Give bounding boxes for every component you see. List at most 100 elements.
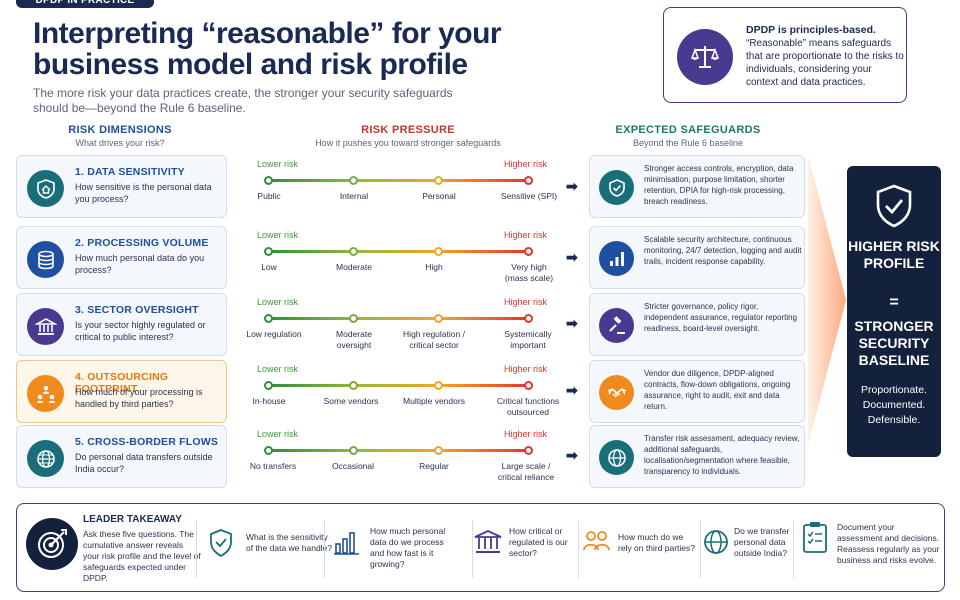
scales-icon (677, 29, 733, 85)
question-text: How critical or regulated is our sector? (509, 526, 568, 558)
arrow-right-icon: ➡ (566, 178, 578, 194)
risk-level-label: Moderate oversight (336, 329, 372, 350)
dimension-title: 5. CROSS-BORDER FLOWS (75, 436, 219, 448)
higher-risk-label: Higher risk (503, 159, 547, 169)
risk-level-label: Sensitive (SPI) (500, 191, 558, 201)
summary-card: HIGHER RISK PROFILE = STRONGER SECURITY … (847, 166, 941, 457)
higher-risk-label: Higher risk (503, 429, 547, 439)
risk-dot (524, 176, 533, 185)
risk-dot (524, 381, 533, 390)
principles-text: DPDP is principles-based. “Reasonable” m… (746, 24, 904, 89)
risk-dot (349, 247, 358, 256)
risk-level-label: No transfers (249, 461, 297, 471)
safeguard-card-data-sensitivity: Stronger access controls, encryption, da… (589, 155, 805, 218)
safeguards-header: EXPECTED SAFEGUARDS (615, 124, 761, 136)
shield-check-icon (599, 170, 634, 205)
dimension-card-cross-border-flows: 5. CROSS-BORDER FLOWS Do personal data t… (16, 425, 227, 488)
risk-dot (349, 446, 358, 455)
divider (196, 520, 197, 578)
principles-body: “Reasonable” means safeguards that are p… (746, 38, 904, 88)
risk-dot (524, 446, 533, 455)
safeguard-text: Transfer risk assessment, adequacy revie… (644, 434, 800, 476)
arrow-right-icon: ➡ (566, 249, 578, 265)
target-icon (26, 518, 78, 570)
risk-dot (349, 381, 358, 390)
clipboard-check-icon (801, 520, 831, 553)
risk-scale-outsourcing-footprint: Lower risk Higher risk In-house Some ven… (246, 362, 562, 425)
leader-takeaway-panel: LEADER TAKEAWAY Ask these five questions… (16, 503, 945, 592)
risk-dot (264, 446, 273, 455)
risk-level-label: Multiple vendors (403, 396, 465, 406)
dimension-title: 2. PROCESSING VOLUME (75, 237, 209, 249)
risk-dot (434, 381, 443, 390)
divider (578, 520, 579, 578)
risk-dot (434, 446, 443, 455)
risk-dot (434, 247, 443, 256)
risk-dot (264, 381, 273, 390)
higher-risk-label: Higher risk (503, 364, 547, 374)
shield-check-icon (875, 184, 913, 233)
dimension-card-outsourcing-footprint: 4. OUTSOURCING FOOTPRINT How much of you… (16, 360, 227, 423)
risk-level-label: Regular (419, 461, 449, 471)
risk-level-label: Low (261, 262, 277, 272)
stronger-baseline-text: STRONGER SECURITY BASELINE (854, 318, 934, 368)
risk-level-label: Personal (422, 191, 456, 201)
dimensions-subheader: What drives your risk? (75, 138, 165, 148)
summary-tagline: Proportionate. Documented. Defensible. (861, 384, 927, 426)
risk-gradient-bar (268, 317, 530, 320)
risk-scale-data-sensitivity: Lower risk Higher risk Public Internal P… (246, 157, 562, 220)
globe-icon (702, 528, 732, 558)
safeguard-card-sector-oversight: Stricter governance, policy rigor, indep… (589, 293, 805, 356)
dimension-title: 1. DATA SENSITIVITY (75, 166, 185, 178)
lower-risk-label: Lower risk (257, 429, 299, 439)
globe-icon (27, 440, 64, 477)
risk-scale-sector-oversight: Lower risk Higher risk Low regulation Mo… (246, 295, 562, 358)
section-tag: DPDP IN PRACTICE (16, 0, 154, 8)
bar-chart-icon (599, 241, 634, 276)
chevron-arrow (808, 155, 846, 445)
divider (793, 520, 794, 578)
pressure-subheader: How it pushes you toward stronger safegu… (315, 138, 501, 148)
risk-level-label: Occasional (331, 461, 375, 471)
risk-level-label: Critical functions outsourced (496, 396, 560, 417)
page-title: Interpreting “reasonable” for your busin… (33, 17, 502, 81)
higher-risk-profile-text: HIGHER RISK PROFILE (848, 238, 940, 271)
risk-level-label: Public (257, 191, 281, 201)
database-icon (27, 241, 64, 278)
arrow-right-icon: ➡ (566, 315, 578, 331)
dimension-title: 3. SECTOR OVERSIGHT (75, 304, 199, 316)
question-text: Document your assessment and decisions. … (837, 522, 940, 565)
safeguard-text: Scalable security architecture, continuo… (644, 235, 802, 266)
risk-dot (434, 176, 443, 185)
risk-scale-cross-border-flows: Lower risk Higher risk No transfers Occa… (246, 427, 562, 490)
safeguard-text: Stricter governance, policy rigor, indep… (644, 302, 797, 333)
lower-risk-label: Lower risk (257, 159, 299, 169)
gavel-icon (599, 308, 634, 343)
bar-chart-icon (333, 528, 363, 558)
people-network-icon (27, 375, 64, 412)
dimension-title: 4. OUTSOURCING FOOTPRINT (75, 371, 169, 395)
takeaway-body: Ask these five questions. The cumulative… (83, 529, 201, 583)
risk-gradient-bar (268, 449, 530, 452)
dimension-card-sector-oversight: 3. SECTOR OVERSIGHT Is your sector highl… (16, 293, 227, 356)
shield-home-icon (27, 170, 64, 207)
risk-dot (264, 247, 273, 256)
risk-level-label: Internal (339, 191, 369, 201)
divider (472, 520, 473, 578)
risk-dot (264, 176, 273, 185)
risk-level-label: Very high (mass scale) (504, 262, 554, 283)
dimension-question: Do personal data transfers outside India… (75, 452, 213, 474)
dimension-card-processing-volume: 2. PROCESSING VOLUME How much personal d… (16, 226, 227, 289)
risk-level-label: Some vendors (323, 396, 379, 406)
dimensions-header: RISK DIMENSIONS (68, 124, 172, 136)
dimension-question: How sensitive is the personal data you p… (75, 182, 212, 204)
risk-dot (434, 314, 443, 323)
risk-gradient-bar (268, 250, 530, 253)
risk-level-label: High (425, 262, 443, 272)
lower-risk-label: Lower risk (257, 364, 299, 374)
safeguard-card-outsourcing-footprint: Vendor due diligence, DPDP-aligned contr… (589, 360, 805, 423)
divider (324, 520, 325, 578)
arrow-right-icon: ➡ (566, 382, 578, 398)
risk-gradient-bar (268, 384, 530, 387)
risk-level-label: In-house (252, 396, 286, 406)
